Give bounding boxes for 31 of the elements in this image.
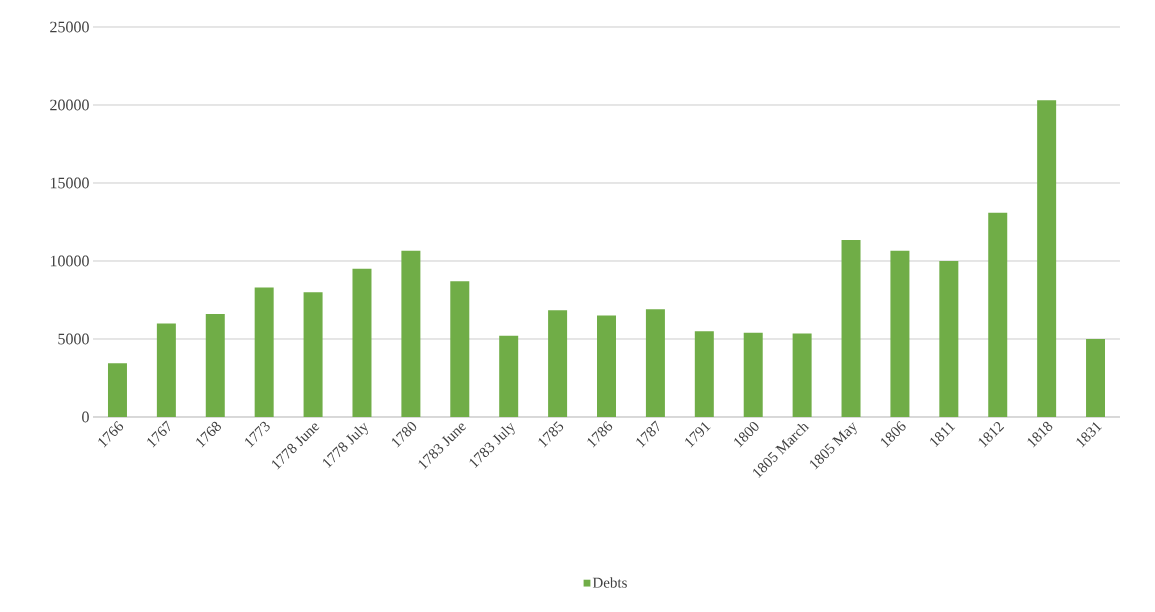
y-tick-label: 5000 [58, 333, 89, 345]
y-tick-label: 20000 [50, 99, 89, 111]
bar [743, 332, 763, 417]
bar [1037, 100, 1057, 417]
y-tick-label: 25000 [50, 21, 89, 33]
x-tick-label: 1811 [930, 422, 956, 448]
bar [694, 331, 714, 417]
bar [254, 287, 274, 417]
bar [450, 281, 470, 417]
bar [205, 314, 225, 417]
bar [597, 315, 617, 417]
bar [841, 239, 861, 417]
bar [352, 268, 372, 417]
bar [890, 250, 910, 417]
bar [303, 292, 323, 417]
bar [499, 335, 519, 417]
bar [156, 323, 176, 417]
bar [988, 212, 1008, 417]
x-tick-label: 1800 [734, 421, 759, 448]
legend-label: Debts [592, 577, 627, 588]
y-tick-label: 15000 [50, 177, 89, 189]
bar [401, 250, 421, 417]
bar [107, 363, 127, 417]
y-tick-label: 10000 [50, 255, 89, 267]
bar [548, 310, 568, 417]
bar [792, 333, 812, 417]
x-tick-label: 1791 [685, 422, 711, 448]
bar [1086, 338, 1106, 417]
bar [645, 309, 665, 417]
y-tick-label: 0 [82, 411, 89, 423]
bar [939, 260, 959, 417]
